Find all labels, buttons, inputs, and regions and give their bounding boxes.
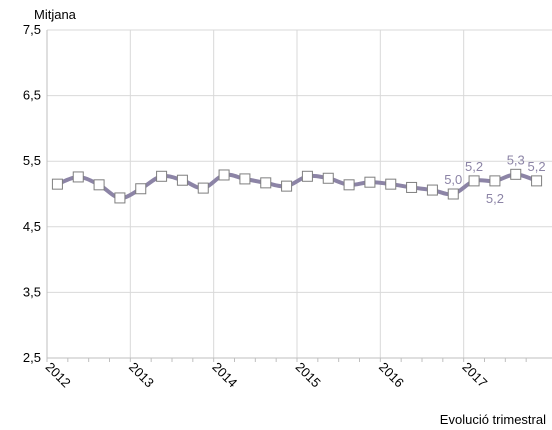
y-axis-label: Mitjana [34,7,77,22]
marker [51,178,63,190]
x-axis-label: Evolució trimestral [440,412,546,427]
marker [176,174,188,186]
marker [114,192,126,204]
x-tick-label: 2015 [293,359,324,390]
marker [426,184,438,196]
marker [385,178,397,190]
x-tick-label: 2016 [376,359,407,390]
marker [322,172,334,184]
data-label: 5,2 [486,191,504,206]
marker [135,183,147,195]
y-tick-label: 2,5 [23,350,41,365]
data-label: 5,2 [465,159,483,174]
y-tick-label: 4,5 [23,219,41,234]
y-tick-label: 6,5 [23,88,41,103]
marker [489,175,501,187]
marker [93,179,105,191]
marker [281,180,293,192]
marker [239,173,251,185]
marker [510,168,522,180]
marker [218,169,230,181]
marker [197,182,209,194]
marker [301,170,313,182]
y-tick-label: 3,5 [23,284,41,299]
marker [531,175,543,187]
data-label: 5,0 [444,172,462,187]
marker [406,181,418,193]
x-tick-label: 2012 [43,359,74,390]
data-label: 5,3 [507,152,525,167]
data-label: 5,2 [528,159,546,174]
x-tick-label: 2017 [459,359,490,390]
x-tick-label: 2013 [126,359,157,390]
marker [72,171,84,183]
marker [343,179,355,191]
marker [364,176,376,188]
marker [447,188,459,200]
marker [156,170,168,182]
x-tick-label: 2014 [209,359,240,390]
y-tick-label: 7,5 [23,22,41,37]
marker [260,177,272,189]
marker [468,175,480,187]
y-tick-label: 5,5 [23,153,41,168]
